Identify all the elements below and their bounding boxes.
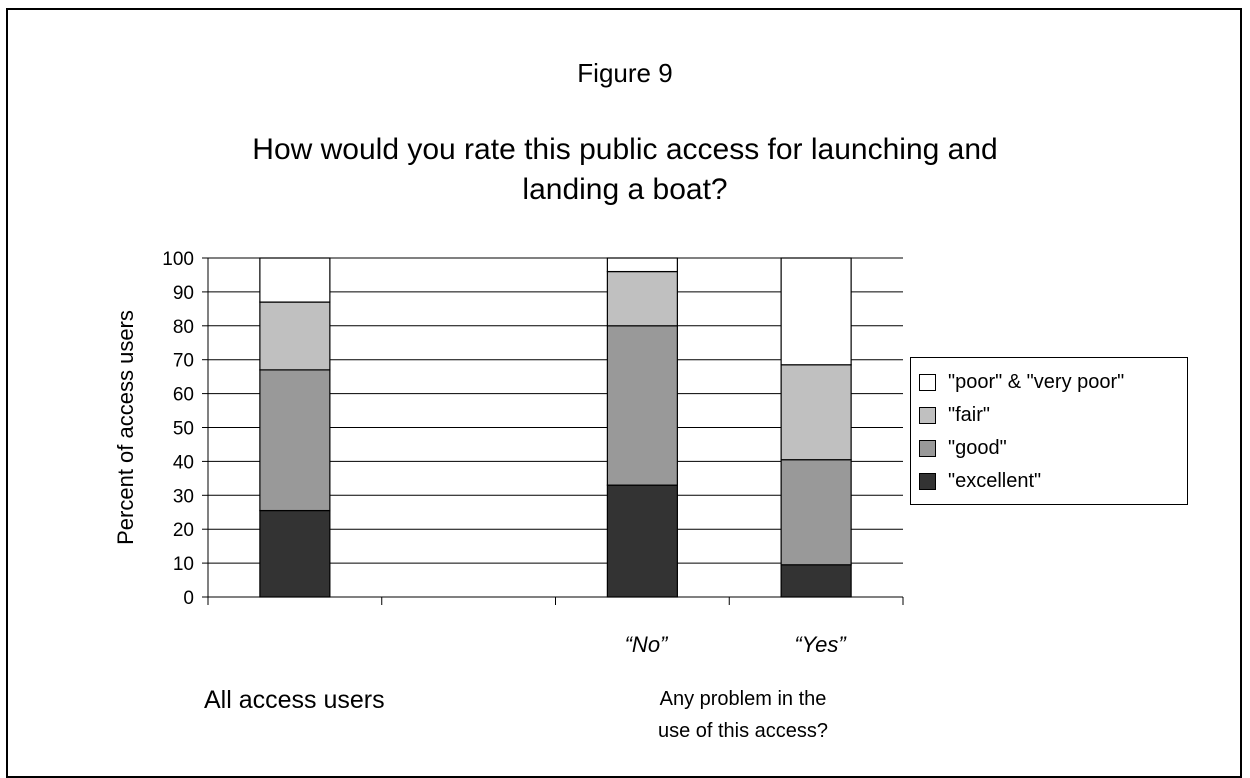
y-tick-label: 80 — [173, 317, 194, 338]
figure-label: Figure 9 — [577, 58, 673, 88]
legend-label-excellent: "excellent" — [948, 470, 1042, 492]
y-tick-label: 50 — [173, 419, 194, 440]
bar-segment — [606, 257, 678, 273]
y-tick-label: 0 — [183, 588, 194, 609]
bar-segment — [259, 257, 331, 303]
y-tick-label: 100 — [162, 249, 194, 270]
legend-label-fair: "fair" — [948, 404, 990, 426]
x-category-no: “No” — [624, 632, 668, 657]
chart-title-line-2: landing a boat? — [522, 173, 728, 206]
chart-legend: "poor" & "very poor" "fair" "good" "exce… — [910, 357, 1188, 505]
bar-segment — [780, 564, 852, 598]
bar-segment — [780, 257, 852, 366]
legend-item-excellent: "excellent" — [919, 465, 1179, 498]
group-label-problem-line-2: use of this access? — [657, 720, 829, 742]
bar-segment — [259, 509, 331, 598]
legend-label-good: "good" — [948, 437, 1007, 459]
chart-title: How would you rate this public access fo… — [0, 130, 1250, 210]
group-label-problem-line-1: Any problem in the — [659, 688, 827, 710]
y-tick-label: 70 — [173, 351, 194, 372]
bar-segment — [259, 369, 331, 512]
bar-segment — [606, 270, 678, 327]
y-tick-label: 30 — [173, 486, 194, 507]
legend-swatch-good — [919, 440, 936, 457]
y-tick-label: 40 — [173, 452, 194, 473]
legend-item-fair: "fair" — [919, 399, 1179, 432]
bar-segment — [606, 484, 678, 598]
y-tick-label: 90 — [173, 283, 194, 304]
chart-title-line-1: How would you rate this public access fo… — [252, 133, 998, 166]
group-label-problem: Any problem in the use of this access? — [613, 683, 873, 747]
group-label-all-users: All access users — [204, 686, 385, 714]
bar-segment — [780, 364, 852, 461]
legend-item-poor: "poor" & "very poor" — [919, 366, 1179, 399]
legend-swatch-poor — [919, 374, 936, 391]
y-tick-label: 20 — [173, 520, 194, 541]
bar-segment — [780, 459, 852, 566]
x-category-yes: “Yes” — [794, 632, 846, 657]
bar-segment — [259, 301, 331, 371]
legend-label-poor: "poor" & "very poor" — [948, 371, 1125, 393]
legend-item-good: "good" — [919, 432, 1179, 465]
y-axis-label: Percent of access users — [113, 310, 138, 545]
y-tick-label: 60 — [173, 385, 194, 406]
bar-segment — [606, 325, 678, 486]
legend-swatch-fair — [919, 407, 936, 424]
y-tick-label: 10 — [173, 554, 194, 575]
legend-swatch-excellent — [919, 473, 936, 490]
